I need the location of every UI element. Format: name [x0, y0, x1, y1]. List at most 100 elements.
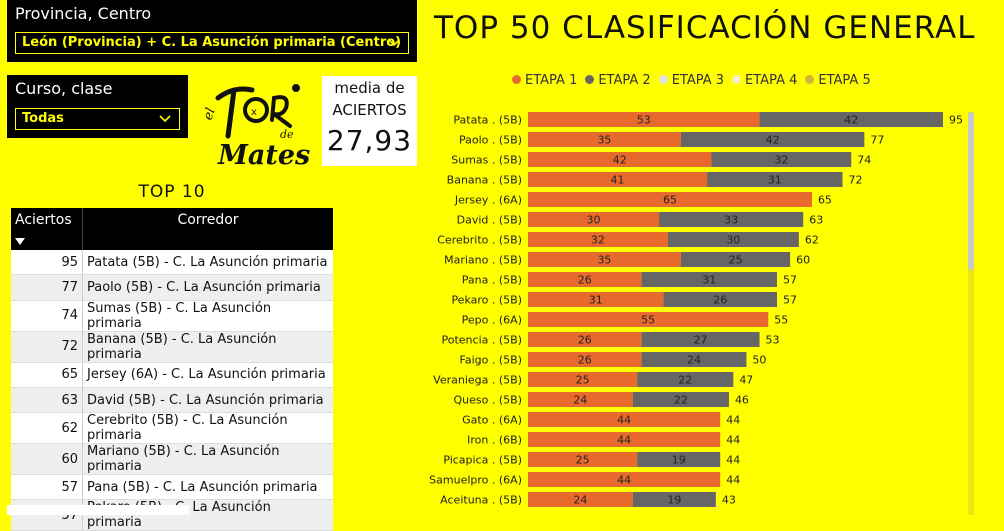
corredor-cell: Mariano (5B) - C. La Asunción primaria — [82, 443, 333, 476]
bar-segment-etapa-2[interactable] — [711, 152, 852, 167]
table-row[interactable]: 62 Cerebrito (5B) - C. La Asunción primar… — [11, 412, 333, 445]
legend-label: ETAPA 1 — [525, 73, 578, 88]
category-label: Pekaro . (5B) — [451, 294, 522, 307]
table-row[interactable]: 63 David (5B) - C. La Asunción primaria — [11, 387, 333, 414]
bar-segment-etapa-2[interactable] — [641, 332, 760, 347]
corredor-cell: Sumas (5B) - C. La Asunción primaria — [82, 300, 333, 332]
category-label: Pana . (5B) — [462, 274, 522, 287]
bar-segment-etapa-2[interactable] — [637, 372, 734, 387]
category-label: Banana . (5B) — [447, 174, 522, 187]
bar-segment-etapa-1[interactable] — [528, 472, 721, 487]
category-label: Veraniega . (5B) — [433, 374, 522, 387]
bar-segment-etapa-2[interactable] — [641, 352, 747, 367]
table-row[interactable]: 60 Mariano (5B) - C. La Asunción primaria — [11, 443, 333, 476]
kpi-card-media-aciertos: media de ACIERTOS 27,93 — [322, 76, 417, 166]
bar-segment-etapa-2[interactable] — [641, 272, 777, 287]
table-row[interactable]: 72 Banana (5B) - C. La Asunción primaria — [11, 331, 333, 363]
column-header-corredor[interactable]: Corredor — [82, 208, 333, 250]
data-label: 25 — [729, 254, 743, 267]
curso-slicer-title: Curso, clase — [15, 79, 113, 98]
chart-legend: ETAPA 1 ETAPA 2 ETAPA 3 ETAPA 4 ETAPA 5 — [512, 73, 879, 88]
table-row[interactable]: 57 Pana (5B) - C. La Asunción primaria — [11, 474, 333, 501]
bar-segment-etapa-2[interactable] — [659, 212, 804, 227]
legend-item-3[interactable]: ETAPA 3 — [658, 73, 724, 88]
corredor-cell: Banana (5B) - C. La Asunción primaria — [82, 331, 333, 363]
total-label: 57 — [783, 274, 797, 287]
bar-segment-etapa-1[interactable] — [528, 392, 633, 407]
bar-segment-etapa-2[interactable] — [667, 232, 799, 247]
corredor-cell: Pana (5B) - C. La Asunción primaria — [82, 474, 333, 501]
data-label: 35 — [597, 254, 611, 267]
legend-item-2[interactable]: ETAPA 2 — [585, 73, 651, 88]
category-label: Mariano . (5B) — [444, 254, 522, 267]
bar-segment-etapa-1[interactable] — [528, 172, 708, 187]
provincia-dropdown[interactable]: León (Provincia) + C. La Asunción primar… — [15, 32, 409, 54]
legend-item-1[interactable]: ETAPA 1 — [512, 73, 577, 88]
table-row[interactable]: 77 Paolo (5B) - C. La Asunción primaria — [11, 274, 333, 301]
top10-title: TOP 10 — [138, 182, 206, 202]
chart-scrollbar-track[interactable] — [968, 112, 974, 515]
bar-segment-etapa-2[interactable] — [637, 452, 721, 467]
category-label: Sumas . (5B) — [451, 154, 522, 167]
bar-segment-etapa-1[interactable] — [528, 132, 681, 147]
total-label: 43 — [722, 494, 736, 507]
table-row[interactable]: 74 Sumas (5B) - C. La Asunción primaria — [11, 300, 333, 332]
bar-segment-etapa-1[interactable] — [528, 252, 681, 267]
bar-segment-etapa-2[interactable] — [707, 172, 843, 187]
bar-segment-etapa-1[interactable] — [528, 412, 721, 427]
svg-text:el: el — [201, 106, 219, 122]
column-header-aciertos[interactable]: Aciertos — [11, 208, 83, 250]
data-label: 44 — [617, 434, 631, 447]
data-label: 32 — [774, 154, 788, 167]
bar-segment-etapa-1[interactable] — [528, 452, 638, 467]
data-label: 26 — [713, 294, 727, 307]
provincia-slicer-title: Provincia, Centro — [15, 4, 152, 23]
bar-segment-etapa-2[interactable] — [680, 132, 865, 147]
bar-segment-etapa-1[interactable] — [528, 332, 642, 347]
data-label: 25 — [576, 454, 590, 467]
table-row[interactable]: 65 Jersey (6A) - C. La Asunción primaria — [11, 362, 333, 388]
bar-segment-etapa-1[interactable] — [528, 152, 712, 167]
bar-segment-etapa-1[interactable] — [528, 292, 664, 307]
bar-segment-etapa-1[interactable] — [528, 372, 638, 387]
total-label: 44 — [726, 434, 740, 447]
bar-segment-etapa-2[interactable] — [632, 392, 729, 407]
chart-scrollbar-thumb[interactable] — [968, 112, 974, 270]
bar-segment-etapa-2[interactable] — [759, 112, 943, 127]
bar-segment-etapa-2[interactable] — [663, 292, 777, 307]
data-label: 25 — [576, 374, 590, 387]
bar-segment-etapa-1[interactable] — [528, 312, 769, 327]
bar-segment-etapa-1[interactable] — [528, 232, 668, 247]
curso-dropdown[interactable]: Todas — [15, 108, 180, 130]
svg-text:x: x — [251, 107, 257, 118]
data-label: 65 — [663, 194, 677, 207]
data-label: 24 — [573, 394, 587, 407]
bar-segment-etapa-1[interactable] — [528, 432, 721, 447]
bar-segment-etapa-1[interactable] — [528, 352, 642, 367]
bar-segment-etapa-1[interactable] — [528, 192, 812, 207]
aciertos-cell: 62 — [11, 412, 83, 445]
data-label: 42 — [766, 134, 780, 147]
legend-label: ETAPA 5 — [818, 73, 871, 88]
bar-segment-etapa-1[interactable] — [528, 492, 633, 507]
category-label: Pepo . (6A) — [462, 314, 522, 327]
total-label: 77 — [870, 134, 884, 147]
bar-segment-etapa-2[interactable] — [632, 492, 716, 507]
table-row[interactable]: 95 Patata (5B) - C. La Asunción primaria — [11, 250, 333, 276]
total-label: 65 — [818, 194, 832, 207]
bar-segment-etapa-1[interactable] — [528, 212, 660, 227]
bar-segment-etapa-2[interactable] — [680, 252, 791, 267]
data-label: 27 — [694, 334, 708, 347]
total-label: 55 — [774, 314, 788, 327]
bar-segment-etapa-1[interactable] — [528, 112, 760, 127]
legend-item-5[interactable]: ETAPA 5 — [805, 73, 871, 88]
aciertos-cell: 57 — [11, 474, 83, 501]
tour-de-mates-logo: el x de Mates — [201, 84, 310, 171]
category-label: Faigo . (5B) — [460, 354, 522, 367]
total-label: 46 — [735, 394, 749, 407]
category-label: Gato . (6A) — [462, 414, 522, 427]
legend-item-4[interactable]: ETAPA 4 — [732, 73, 797, 88]
bar-segment-etapa-1[interactable] — [528, 272, 642, 287]
data-label: 32 — [591, 234, 605, 247]
total-label: 62 — [805, 234, 819, 247]
